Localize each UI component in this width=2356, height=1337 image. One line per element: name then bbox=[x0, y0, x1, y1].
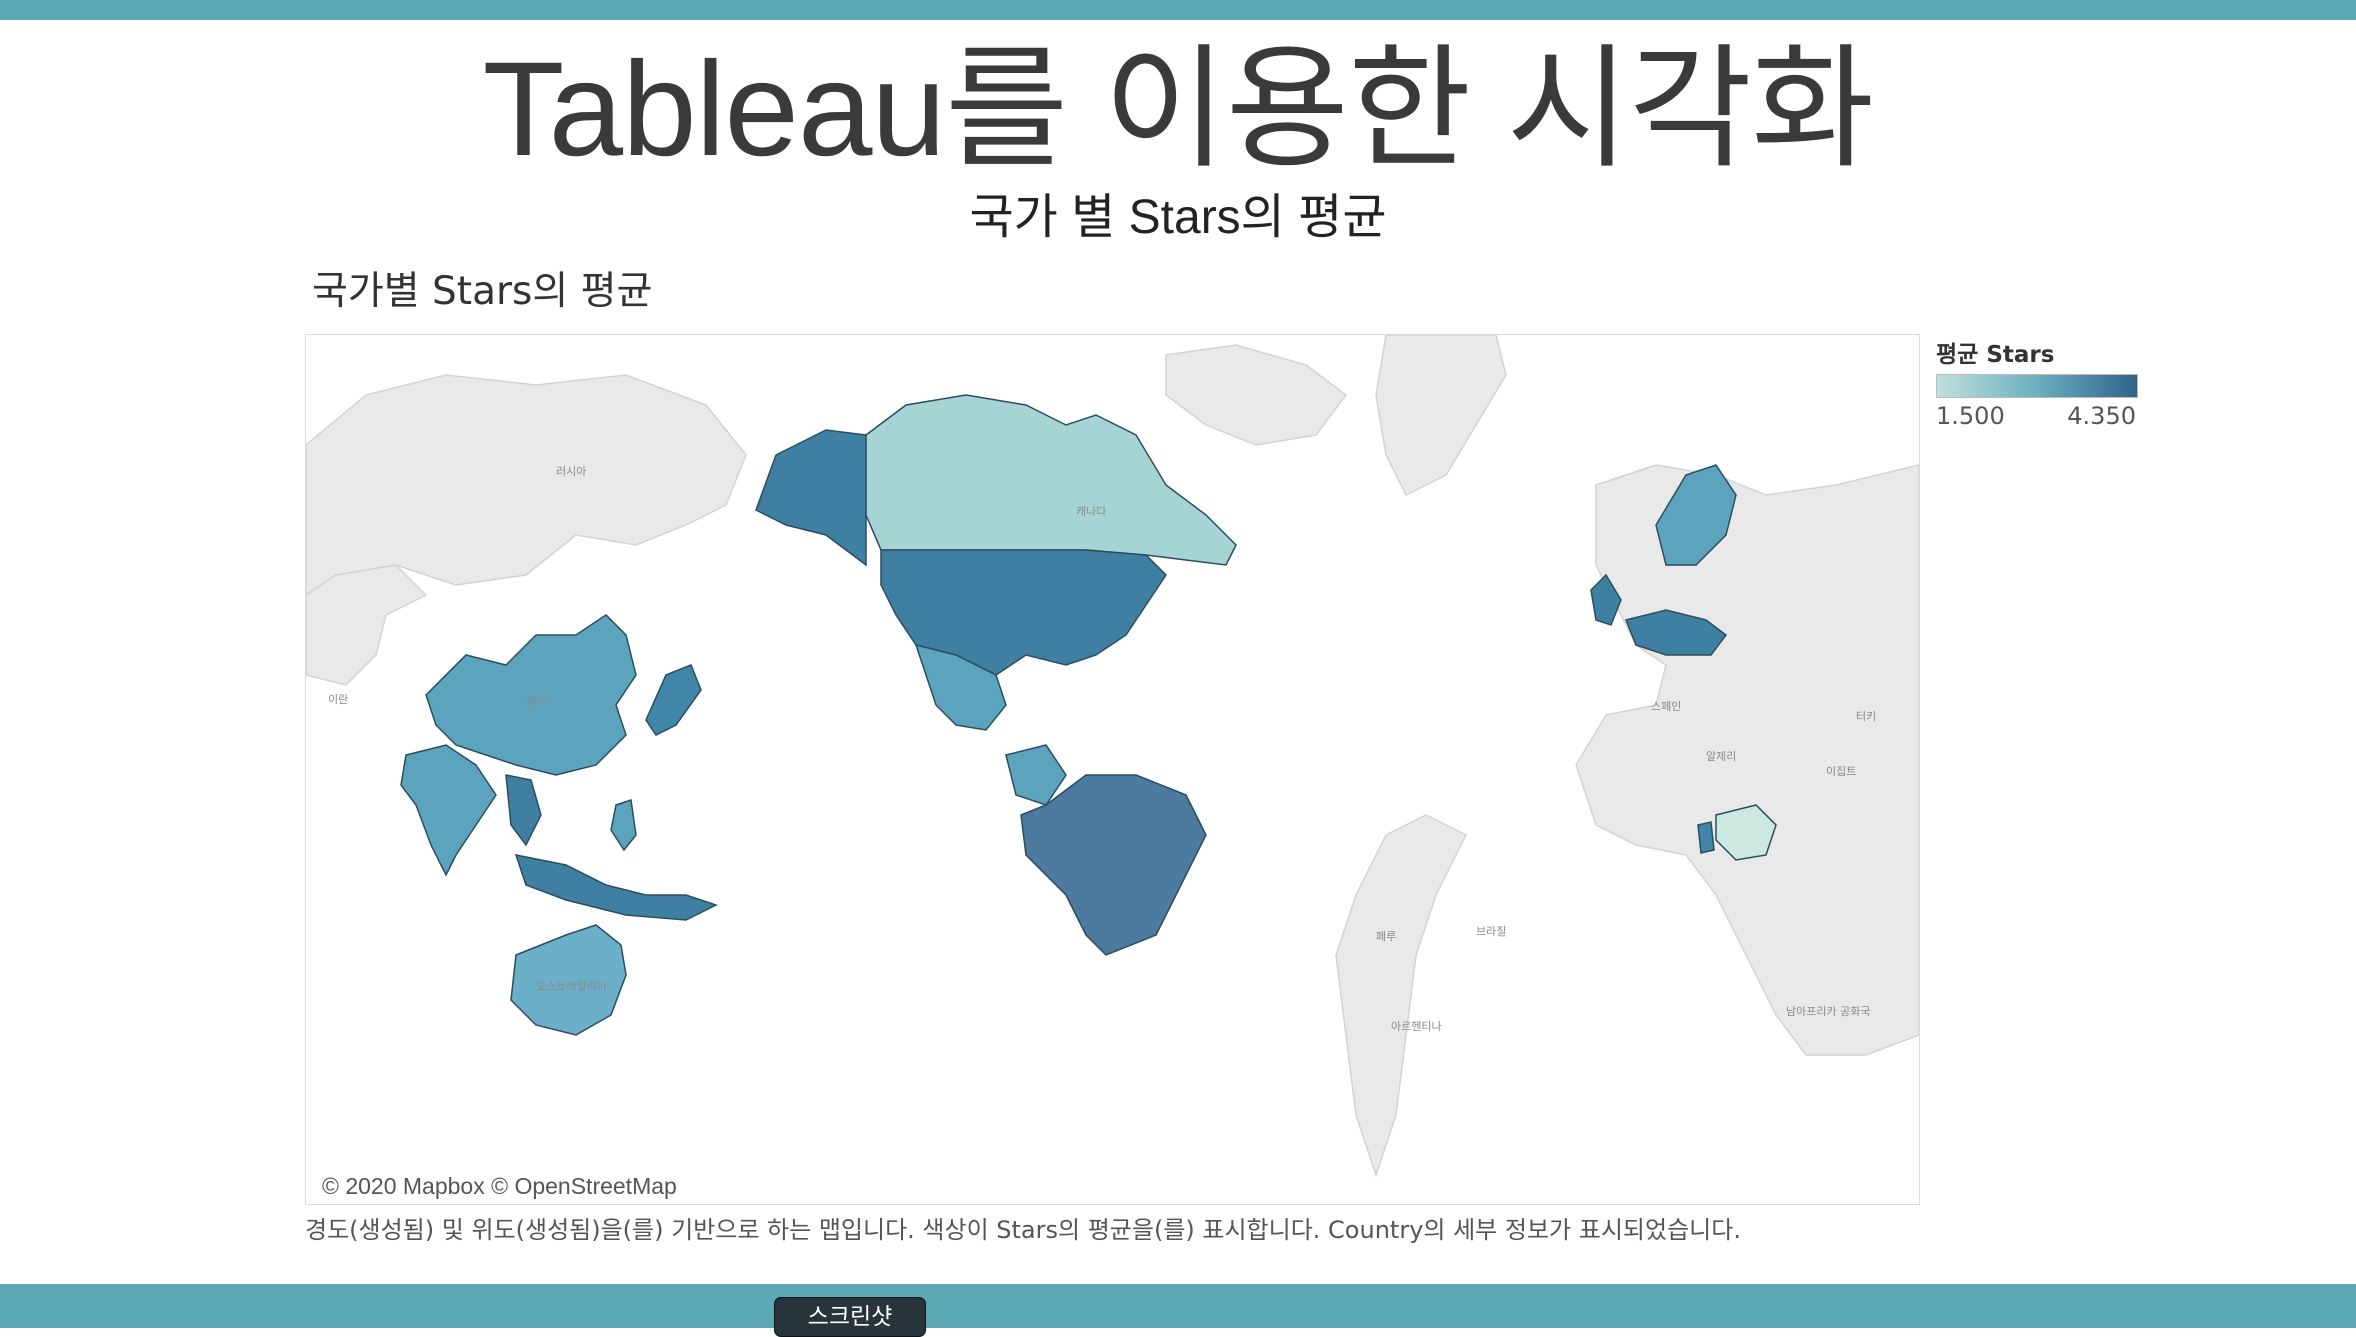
country-nigeria[interactable] bbox=[1715, 804, 1777, 861]
viz-title: 국가별 Stars의 평균 bbox=[312, 269, 653, 314]
country-central-europe[interactable] bbox=[1624, 609, 1728, 656]
map-label-egypt: 이집트 bbox=[1826, 765, 1856, 778]
country-alaska[interactable] bbox=[755, 429, 867, 567]
land-arctic-islands bbox=[1165, 344, 1348, 446]
map-label-canada: 캐나다 bbox=[1076, 505, 1106, 518]
map-label-peru: 페루 bbox=[1376, 930, 1396, 943]
viz-caption: 경도(생성됨) 및 위도(생성됨)을(를) 기반으로 하는 맵입니다. 색상이 … bbox=[305, 1216, 1741, 1244]
country-indonesia[interactable] bbox=[514, 854, 718, 921]
country-ghana[interactable] bbox=[1697, 821, 1715, 854]
country-colombia[interactable] bbox=[1005, 744, 1067, 806]
country-usa[interactable] bbox=[880, 549, 1167, 676]
country-japan[interactable] bbox=[645, 664, 702, 736]
legend-max-label: 4.350 bbox=[2067, 402, 2136, 430]
top-accent-bar bbox=[0, 0, 2356, 20]
map-view[interactable]: 러시아 중국 이란 오스트레일리아 캐나다 스페인 터키 알제리 이집트 페루 … bbox=[305, 334, 1920, 1205]
land-europe-africa bbox=[1575, 464, 1919, 1056]
map-label-brazil: 브라질 bbox=[1476, 925, 1506, 938]
country-canada[interactable] bbox=[865, 394, 1237, 566]
country-australia[interactable] bbox=[510, 924, 627, 1036]
map-label-south-africa: 남아프리카 공화국 bbox=[1786, 1005, 1870, 1018]
page-subtitle: 국가 별 Stars의 평균 bbox=[969, 191, 1387, 244]
legend-color-ramp bbox=[1936, 374, 2138, 398]
map-label-turkey: 터키 bbox=[1856, 710, 1876, 723]
map-label-spain: 스페인 bbox=[1651, 700, 1681, 713]
legend-range: 1.500 4.350 bbox=[1936, 402, 2136, 430]
country-india[interactable] bbox=[400, 744, 497, 877]
screenshot-button[interactable]: 스크린샷 bbox=[774, 1297, 926, 1337]
map-label-argentina: 아르헨티나 bbox=[1391, 1020, 1442, 1033]
page-title: Tableau를 이용한 시각화 bbox=[482, 35, 1875, 184]
country-china[interactable] bbox=[425, 614, 637, 776]
legend-title: 평균 Stars bbox=[1936, 342, 2055, 368]
map-label-australia: 오스트레일리아 bbox=[536, 979, 607, 993]
color-legend[interactable]: 평균 Stars 1.500 4.350 bbox=[1936, 340, 2146, 430]
country-mexico[interactable] bbox=[914, 643, 1007, 731]
map-canvas[interactable]: 러시아 중국 이란 오스트레일리아 캐나다 스페인 터키 알제리 이집트 페루 … bbox=[306, 335, 1919, 1204]
legend-min-label: 1.500 bbox=[1936, 402, 2005, 430]
country-scandinavia[interactable] bbox=[1655, 464, 1737, 566]
country-brazil[interactable] bbox=[1020, 774, 1207, 956]
map-label-iran: 이란 bbox=[328, 693, 348, 706]
country-philippines[interactable] bbox=[610, 799, 637, 852]
map-attribution[interactable]: © 2020 Mapbox © OpenStreetMap bbox=[318, 1173, 681, 1200]
map-label-china: 중국 bbox=[526, 695, 546, 708]
land-south-america-grey bbox=[1335, 814, 1468, 1178]
country-uk[interactable] bbox=[1590, 573, 1622, 626]
map-label-algeria: 알제리 bbox=[1706, 749, 1736, 763]
land-asia-north bbox=[306, 374, 747, 596]
bottom-accent-bar bbox=[0, 1284, 2356, 1328]
country-thailand[interactable] bbox=[505, 774, 542, 847]
land-greenland bbox=[1375, 335, 1507, 497]
land-asia-west bbox=[306, 564, 428, 686]
map-label-russia: 러시아 bbox=[556, 465, 586, 478]
